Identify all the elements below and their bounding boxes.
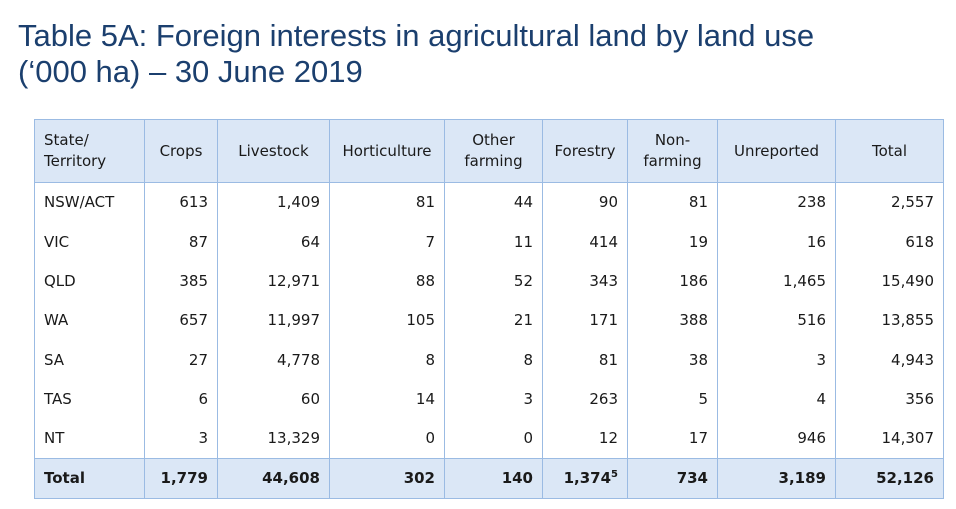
total-livestock: 44,608 [217, 457, 330, 499]
header-livestock: Livestock [217, 119, 330, 183]
cell-other-farming: 8 [444, 340, 543, 380]
cell-livestock: 13,329 [217, 418, 330, 459]
cell-forestry: 263 [542, 379, 628, 419]
cell-livestock: 60 [217, 379, 330, 419]
table-row: NSW/ACT 613 1,409 81 44 90 81 238 2,557 [34, 182, 944, 222]
cell-total: 14,307 [835, 418, 944, 459]
cell-total: 2,557 [835, 182, 944, 222]
cell-other-farming: 52 [444, 261, 543, 301]
cell-total: 356 [835, 379, 944, 419]
cell-other-farming: 3 [444, 379, 543, 419]
row-state: NT [34, 418, 145, 459]
cell-unreported: 4 [717, 379, 836, 419]
table-row: SA 27 4,778 8 8 81 38 3 4,943 [34, 340, 944, 380]
cell-livestock: 4,778 [217, 340, 330, 380]
land-use-table: State/ Territory Crops Livestock Horticu… [34, 119, 944, 499]
total-horticulture: 302 [329, 457, 445, 499]
header-horticulture: Horticulture [329, 119, 445, 183]
header-crops: Crops [144, 119, 218, 183]
cell-crops: 657 [144, 300, 218, 341]
cell-non-farming: 186 [627, 261, 718, 301]
cell-non-farming: 17 [627, 418, 718, 459]
cell-crops: 6 [144, 379, 218, 419]
cell-horticulture: 7 [329, 221, 445, 262]
cell-horticulture: 8 [329, 340, 445, 380]
header-state-territory: State/ Territory [34, 119, 145, 183]
total-forestry: 1,3745 [542, 457, 628, 499]
cell-total: 618 [835, 221, 944, 262]
cell-forestry: 171 [542, 300, 628, 341]
total-other-farming: 140 [444, 457, 543, 499]
cell-other-farming: 44 [444, 182, 543, 222]
cell-crops: 613 [144, 182, 218, 222]
cell-livestock: 64 [217, 221, 330, 262]
row-state: TAS [34, 379, 145, 419]
footnote-marker: 5 [611, 469, 618, 481]
table-row: WA 657 11,997 105 21 171 388 516 13,855 [34, 300, 944, 341]
total-unreported: 3,189 [717, 457, 836, 499]
cell-total: 13,855 [835, 300, 944, 341]
table-footer: Total 1,779 44,608 302 140 1,3745 734 3,… [34, 457, 944, 499]
table-title-line1: Table 5A: Foreign interests in agricultu… [18, 18, 815, 53]
header-forestry: Forestry [542, 119, 628, 183]
cell-forestry: 90 [542, 182, 628, 222]
cell-non-farming: 19 [627, 221, 718, 262]
cell-livestock: 1,409 [217, 182, 330, 222]
cell-horticulture: 0 [329, 418, 445, 459]
cell-unreported: 238 [717, 182, 836, 222]
cell-livestock: 12,971 [217, 261, 330, 301]
total-label: Total [34, 457, 145, 499]
header-other-farming: Other farming [444, 119, 543, 183]
table-row: TAS 6 60 14 3 263 5 4 356 [34, 379, 944, 419]
cell-crops: 3 [144, 418, 218, 459]
total-total: 52,126 [835, 457, 944, 499]
cell-non-farming: 388 [627, 300, 718, 341]
table-row: NT 3 13,329 0 0 12 17 946 14,307 [34, 418, 944, 459]
header-total: Total [835, 119, 944, 183]
header-unreported: Unreported [717, 119, 836, 183]
cell-other-farming: 0 [444, 418, 543, 459]
table-row: QLD 385 12,971 88 52 343 186 1,465 15,49… [34, 261, 944, 301]
table-title: Table 5A: Foreign interests in agricultu… [18, 18, 938, 90]
cell-other-farming: 21 [444, 300, 543, 341]
cell-forestry: 414 [542, 221, 628, 262]
cell-unreported: 516 [717, 300, 836, 341]
cell-unreported: 3 [717, 340, 836, 380]
total-forestry-value: 1,374 [563, 469, 612, 488]
cell-horticulture: 105 [329, 300, 445, 341]
cell-crops: 87 [144, 221, 218, 262]
cell-crops: 27 [144, 340, 218, 380]
table-header: State/ Territory Crops Livestock Horticu… [34, 119, 944, 183]
cell-total: 4,943 [835, 340, 944, 380]
cell-forestry: 81 [542, 340, 628, 380]
header-non-farming: Non- farming [627, 119, 718, 183]
cell-non-farming: 5 [627, 379, 718, 419]
cell-total: 15,490 [835, 261, 944, 301]
row-state: VIC [34, 221, 145, 262]
cell-unreported: 16 [717, 221, 836, 262]
cell-unreported: 1,465 [717, 261, 836, 301]
cell-unreported: 946 [717, 418, 836, 459]
table-body: NSW/ACT 613 1,409 81 44 90 81 238 2,557 … [34, 182, 944, 459]
cell-other-farming: 11 [444, 221, 543, 262]
table-row: VIC 87 64 7 11 414 19 16 618 [34, 221, 944, 262]
cell-forestry: 343 [542, 261, 628, 301]
row-state: QLD [34, 261, 145, 301]
row-state: SA [34, 340, 145, 380]
row-state: NSW/ACT [34, 182, 145, 222]
total-row: Total 1,779 44,608 302 140 1,3745 734 3,… [34, 457, 944, 499]
cell-livestock: 11,997 [217, 300, 330, 341]
table-title-line2: (‘000 ha) – 30 June 2019 [18, 54, 363, 89]
cell-crops: 385 [144, 261, 218, 301]
cell-forestry: 12 [542, 418, 628, 459]
total-non-farming: 734 [627, 457, 718, 499]
total-crops: 1,779 [144, 457, 218, 499]
cell-horticulture: 81 [329, 182, 445, 222]
cell-horticulture: 88 [329, 261, 445, 301]
row-state: WA [34, 300, 145, 341]
cell-non-farming: 81 [627, 182, 718, 222]
cell-horticulture: 14 [329, 379, 445, 419]
cell-non-farming: 38 [627, 340, 718, 380]
